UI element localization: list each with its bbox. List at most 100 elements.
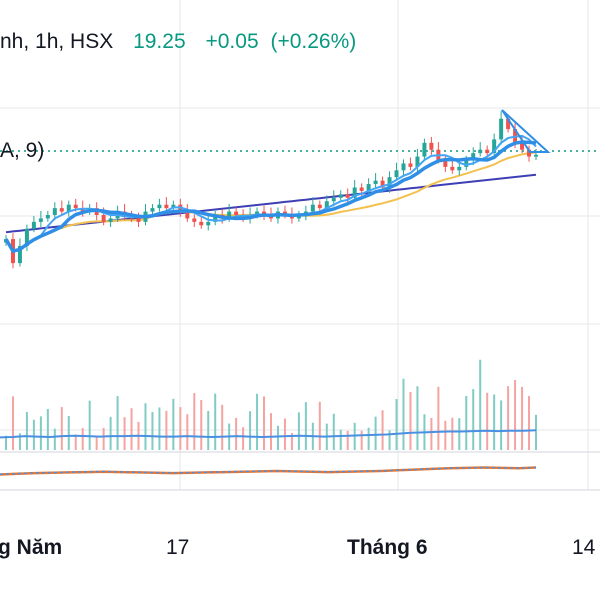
candle	[213, 210, 218, 226]
candle	[262, 205, 267, 221]
last-price: 19.25	[133, 30, 186, 53]
candle	[338, 190, 343, 202]
volume-bar	[81, 428, 84, 450]
volume-bar	[193, 393, 196, 450]
indicator-label[interactable]: A, 9)	[0, 139, 45, 162]
candle	[401, 159, 406, 176]
volume-bar	[53, 428, 56, 450]
candle	[66, 200, 71, 217]
volume-bar	[151, 411, 154, 450]
candle	[527, 145, 532, 162]
candle	[373, 173, 378, 190]
volume-bar	[263, 396, 266, 450]
volume-bar	[74, 434, 77, 450]
volume-bar	[200, 399, 203, 450]
candle	[192, 214, 197, 228]
volume-bar	[360, 430, 363, 450]
candle	[422, 138, 427, 160]
volume-bar	[186, 414, 189, 450]
volume-bar	[60, 407, 63, 450]
volume-bar	[18, 433, 21, 450]
volume-bar	[367, 427, 370, 450]
candle	[52, 202, 57, 221]
candle	[429, 136, 434, 155]
volume-bar	[451, 417, 454, 450]
volume-bar	[249, 411, 252, 450]
volume-bar	[528, 396, 531, 450]
volume-bar	[207, 410, 210, 450]
volume-bar	[507, 386, 510, 450]
gridlines	[0, 0, 600, 490]
candle	[24, 224, 29, 252]
volume-bar	[130, 408, 133, 450]
price-change: +0.05	[205, 30, 259, 53]
volume-bar	[444, 420, 447, 450]
oscillator-signal-line	[0, 466, 537, 476]
volume-bar	[297, 412, 300, 450]
volume-bar	[25, 411, 28, 450]
candle	[17, 238, 22, 267]
candle	[408, 157, 413, 171]
volume-bar	[318, 401, 321, 450]
ma-slow-line	[5, 173, 537, 234]
volume-bar	[32, 419, 35, 450]
candle	[520, 135, 525, 154]
volume-bar	[472, 389, 475, 450]
volume-bar	[102, 427, 105, 450]
volume-bar	[144, 403, 147, 450]
volume-bar	[123, 417, 126, 450]
candle	[157, 198, 162, 212]
ma-fast-thick-line	[4, 140, 537, 254]
volume-bar	[158, 407, 161, 450]
candle	[108, 214, 113, 228]
volume-bar	[416, 386, 419, 450]
x-axis-label-3: 14	[572, 536, 596, 559]
volume-ma-line	[0, 429, 537, 439]
candle	[394, 162, 399, 181]
ma-mid-line	[5, 151, 537, 253]
candle	[38, 210, 43, 228]
volume-bar	[535, 414, 537, 450]
volume-bar	[304, 402, 307, 450]
x-axis-label-1: 17	[166, 536, 190, 559]
candle	[59, 200, 64, 215]
volume-bar	[214, 393, 217, 450]
volume-bar	[374, 416, 377, 450]
candle	[199, 216, 204, 229]
candle	[45, 210, 50, 222]
candle	[478, 142, 483, 157]
volume-bar	[67, 416, 70, 450]
volume-bar	[437, 386, 440, 450]
volume-bar	[221, 404, 224, 450]
symbol-text: nh, 1h, HSX	[0, 30, 114, 53]
candle	[352, 179, 357, 202]
volume-bar	[283, 418, 286, 450]
volume-bar	[165, 410, 168, 450]
volume-bar	[276, 425, 279, 450]
x-axis-label-0: g Năm	[0, 536, 63, 559]
volume-bar	[270, 413, 272, 450]
volume-bar	[235, 417, 238, 450]
oscillator-line	[0, 466, 537, 476]
candle	[534, 149, 538, 160]
volume-bar	[46, 408, 49, 450]
volume-bar	[39, 416, 42, 450]
volume-bar	[514, 379, 517, 450]
candle	[31, 216, 36, 233]
volume-bar	[290, 432, 293, 450]
triangle-drawing[interactable]	[501, 109, 551, 153]
candle	[492, 133, 497, 157]
candle	[499, 111, 504, 145]
volume-bar	[493, 394, 496, 450]
volume-bar	[109, 416, 112, 450]
volume-bar	[346, 430, 349, 450]
volume-bar	[381, 410, 384, 450]
volume-bar	[521, 386, 524, 450]
volume-bar	[388, 430, 391, 450]
candle	[450, 161, 455, 174]
volume-bar	[116, 396, 119, 450]
volume-bar	[458, 418, 461, 450]
chart-header: nh, 1h, HSX 19.25 +0.05 (+0.26%)	[0, 30, 356, 54]
volume-bar	[430, 417, 433, 450]
